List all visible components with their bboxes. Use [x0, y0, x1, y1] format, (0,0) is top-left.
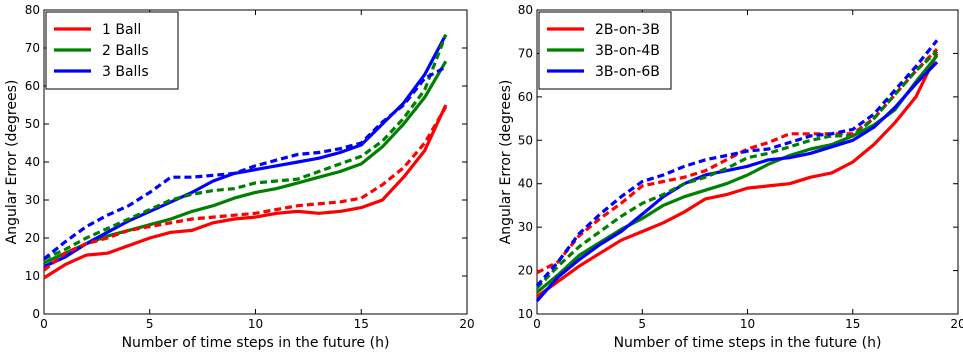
y-tick-label: 10	[25, 269, 40, 283]
y-tick-label: 20	[25, 231, 40, 245]
x-tick-label: 0	[533, 317, 541, 331]
x-tick-label: 15	[354, 317, 369, 331]
y-tick-label: 40	[25, 155, 40, 169]
y-tick-label: 10	[518, 307, 533, 321]
legend-label: 3 Balls	[102, 64, 149, 80]
series-line-solid-0	[43, 104, 448, 280]
y-axis-label: Angular Error (degrees)	[4, 80, 20, 245]
legend-label: 1 Ball	[102, 22, 141, 38]
chart-transfer-errors: 0 5 10 15 20 10 20 30 40 50 60 70 80 Number of time s…	[498, 3, 963, 351]
series-line-solid-2	[535, 60, 939, 303]
y-tick-label: 80	[25, 3, 40, 17]
series-line-dashed-5	[535, 39, 939, 287]
y-tick-label: 40	[518, 177, 533, 191]
legend-label: 2 Balls	[102, 43, 149, 59]
legend-label: 3B-on-6B	[595, 64, 660, 80]
y-tick-label: 30	[518, 220, 533, 234]
y-tick-label: 70	[518, 46, 533, 60]
y-tick-label: 70	[25, 41, 40, 55]
series-line-dashed-5	[42, 65, 447, 261]
legend-label: 2B-on-3B	[595, 22, 660, 38]
chart-single-ball-errors: 0 5 10 15 20 0 10 20 30 40 50 60 70 80 Number of time …	[4, 3, 475, 351]
legend-label: 3B-on-4B	[595, 43, 660, 59]
y-tick-label: 50	[518, 133, 533, 147]
x-tick-label: 20	[459, 317, 474, 331]
series-line-solid-0	[536, 52, 939, 298]
x-tick-label: 5	[638, 317, 646, 331]
y-tick-label: 30	[25, 193, 40, 207]
x-tick-label: 15	[845, 317, 860, 331]
x-tick-label: 10	[740, 317, 755, 331]
x-tick-label: 10	[248, 317, 263, 331]
y-tick-label: 20	[518, 264, 533, 278]
y-tick-label: 80	[518, 3, 533, 17]
series-line-dashed-3	[536, 47, 939, 275]
series-line-dashed-4	[43, 34, 448, 261]
series-line-solid-1	[43, 60, 448, 265]
x-axis-label: Number of time steps in the future (h)	[122, 335, 390, 351]
x-axis-label: Number of time steps in the future (h)	[614, 335, 882, 351]
y-axis-label: Angular Error (degrees)	[498, 80, 514, 245]
y-tick-label: 60	[25, 79, 40, 93]
x-tick-label: 20	[950, 317, 963, 331]
x-tick-label: 5	[146, 317, 154, 331]
series-line-solid-1	[535, 54, 939, 294]
x-tick-label: 0	[40, 317, 48, 331]
y-tick-label: 50	[25, 117, 40, 131]
y-tick-label: 0	[32, 307, 40, 321]
series-line-dashed-4	[535, 50, 939, 290]
y-tick-label: 60	[518, 90, 533, 104]
series-line-dashed-3	[42, 106, 448, 272]
